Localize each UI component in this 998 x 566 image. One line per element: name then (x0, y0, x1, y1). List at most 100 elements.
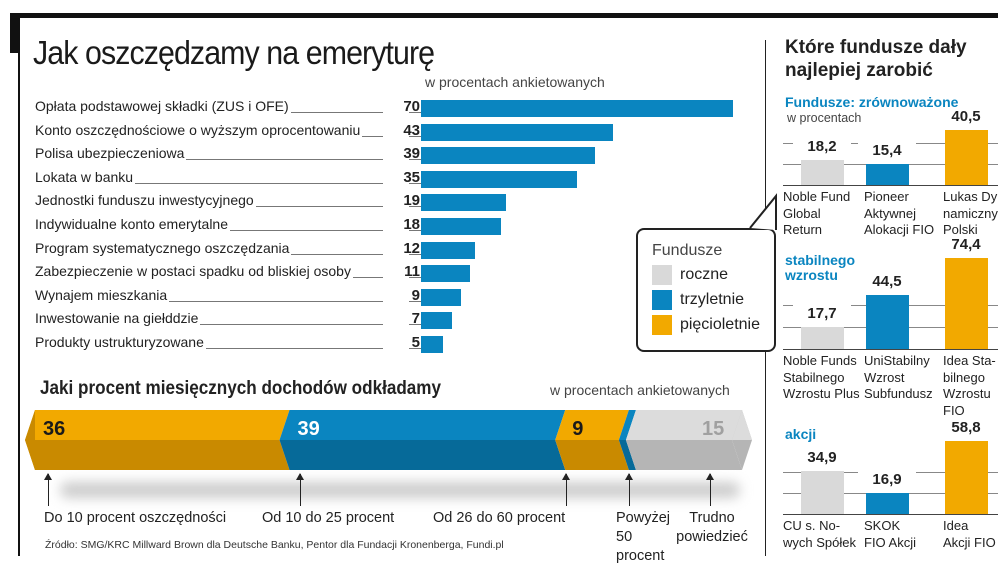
bar-shadow (60, 482, 740, 498)
fund-label: CU s. No- (783, 518, 841, 533)
stack-value-label: 15 (702, 418, 724, 440)
stacked-chart-title: Jaki procent miesięcznych dochodów odkła… (40, 378, 442, 399)
fund-label: Pioneer (864, 189, 909, 204)
bar-label: Lokata w banku (35, 168, 136, 185)
fund-chart-title: Fundusze: zrównoważone (785, 94, 959, 110)
arrow-up-icon (706, 473, 714, 506)
bar-label: Zabezpieczenie w postaci spadku od blisk… (35, 263, 353, 280)
bar-label: Opłata podstawowej składki (ZUS i OFE) (35, 98, 291, 114)
bar (421, 194, 506, 212)
baseline (783, 185, 998, 186)
bar-value: 43 (401, 121, 420, 139)
stack-value-label: 39 (298, 418, 320, 440)
leader-line (35, 159, 383, 161)
fund-value: 15,4 (858, 142, 916, 160)
fund-label: namiczny (943, 205, 998, 221)
stack-value-label: 36 (43, 418, 65, 440)
legend-swatch (652, 290, 672, 310)
fund-label: Return (783, 222, 823, 237)
segment-label: Od 10 do 25 procent (262, 510, 395, 526)
table-row: Indywidualne konto emerytalne 18 (35, 216, 755, 236)
legend-item-roczne: roczne (652, 265, 760, 285)
table-row: Produkty ustrukturyzowane 5 (35, 334, 755, 354)
stack-segment-bottom (618, 440, 636, 470)
fund-label: Wzrost (864, 369, 905, 385)
fund-bar (945, 129, 988, 185)
fund-label: Noble Fund (783, 189, 851, 204)
top-border (10, 13, 998, 18)
fund-label: Noble Funds (783, 353, 857, 368)
arrow-up-icon (296, 473, 304, 506)
bar (421, 288, 462, 306)
stack-segment-top (618, 410, 636, 440)
left-border-accent (10, 13, 20, 53)
fund-label: Polski (943, 222, 978, 237)
legend-item-trzyletnie: trzyletnie (652, 290, 760, 310)
leader-line (35, 324, 383, 326)
bar (421, 336, 444, 353)
fund-bar (866, 493, 909, 514)
fund-label: Akcji FIO (943, 534, 996, 550)
bar-value: 11 (402, 263, 420, 281)
fund-label: FIO (943, 402, 965, 418)
fund-bar (945, 441, 988, 514)
legend-item-piecioletnie: pięcioletnie (652, 315, 760, 335)
fund-label: Wzrostu Plus (783, 386, 860, 401)
legend-label: pięcioletnie (679, 316, 760, 333)
bar (421, 170, 578, 188)
table-row: Zabezpieczenie w postaci spadku od blisk… (35, 263, 755, 283)
source-note: Źródło: SMG/KRC Millward Brown dla Deuts… (45, 539, 504, 551)
stack-segment-top (625, 410, 742, 440)
bar-label: Produkty ustrukturyzowane (35, 334, 206, 350)
bar-value: 12 (401, 239, 420, 257)
leader-line (409, 206, 421, 208)
bar-label: Wynajem mieszkania (35, 286, 170, 303)
fund-label: wych Spółek (783, 534, 856, 550)
fund-label: Lukas Dy (943, 189, 998, 204)
bar (421, 265, 471, 283)
title-line: najlepiej zarobić (785, 60, 933, 81)
table-row: Inwestowanie na giełddzie 7 (35, 310, 755, 330)
segment-label: Do 10 procent oszczędności (44, 510, 227, 526)
fund-bar (801, 160, 844, 185)
fund-bar (945, 258, 988, 349)
segment-label: Powyżej 50 procent (616, 510, 670, 564)
baseline (783, 514, 998, 515)
bar (421, 147, 595, 165)
legend-title: Fundusze (652, 242, 723, 259)
stack-left-edge (25, 410, 35, 470)
fund-label: Idea (943, 518, 969, 533)
fund-label: SKOK (864, 518, 901, 533)
table-row: Lokata w banku 35 (35, 168, 755, 189)
bar-label: Polisa ubezpieczeniowa (35, 145, 187, 162)
fund-value: 17,7 (793, 305, 851, 323)
stack-segment-top (555, 410, 629, 440)
segment-label: Trudno powiedzieć (676, 510, 748, 545)
table-row: Program systematycznego oszczędzania 12 (35, 239, 755, 260)
stack-segment-top (279, 410, 566, 440)
bar-value: 5 (409, 334, 420, 351)
fund-bar (801, 470, 844, 514)
table-row: Wynajem mieszkania 9 (35, 286, 755, 307)
bar (421, 100, 734, 117)
leader-line (35, 348, 383, 349)
bar-value: 19 (401, 192, 420, 210)
fund-label: Stabilnego (783, 369, 845, 385)
fund-label: Alokacji FIO (864, 222, 935, 237)
bar-value: 7 (409, 310, 420, 328)
bar-value: 9 (409, 286, 420, 304)
bar (421, 312, 453, 330)
bar (421, 218, 502, 235)
title-line: Które fundusze dały (785, 37, 967, 58)
leader-line (409, 348, 421, 349)
bar-value: 39 (401, 145, 420, 163)
fund-bar (866, 164, 909, 185)
segment-label: Od 26 do 60 procent (433, 510, 566, 526)
fund-bar (801, 327, 844, 349)
leader-line (35, 300, 383, 302)
table-row: Jednostki funduszu inwestycyjnego 19 (35, 192, 755, 212)
fund-label: bilnego (943, 369, 985, 385)
left-border (18, 50, 20, 556)
stack-segment-bottom (279, 440, 566, 470)
table-row: Konto oszczędnościowe o wyższym oprocent… (35, 121, 755, 142)
